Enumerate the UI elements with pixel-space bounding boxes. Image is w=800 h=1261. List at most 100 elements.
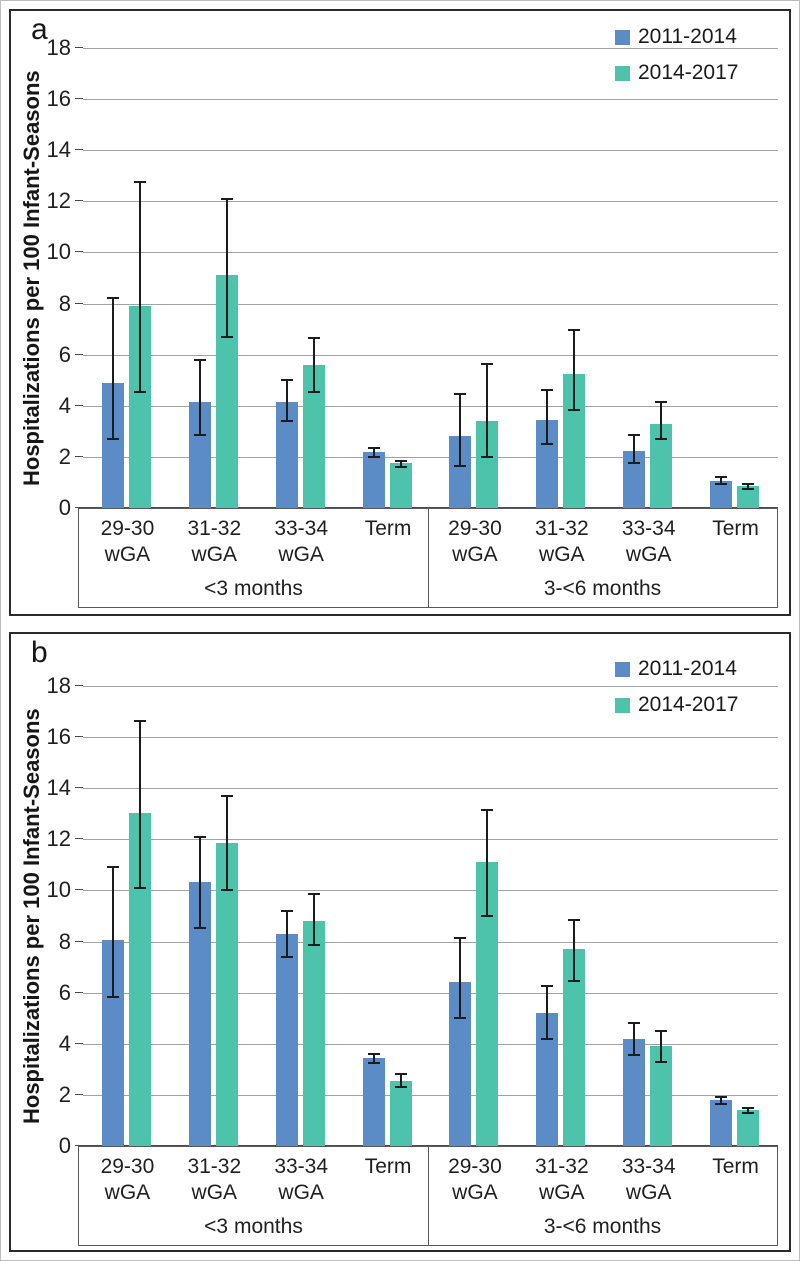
legend: 2011-2014 2014-2017 [615, 657, 738, 717]
bar-2011-2014-Term [710, 1100, 733, 1146]
error-bar-cap [193, 358, 206, 361]
y-tick [75, 1093, 83, 1095]
gridline [83, 405, 778, 407]
group-divider [428, 509, 429, 607]
error-bar [459, 937, 462, 1019]
legend-item-2014-2017: 2014-2017 [615, 61, 738, 85]
y-tick-label: 8 [58, 928, 71, 954]
error-bar-cap [541, 1037, 554, 1040]
category-label: Term [712, 517, 759, 540]
gridline [83, 354, 778, 356]
gridline [83, 890, 778, 892]
bar-2011-2014-Term [710, 481, 733, 508]
bar-2014-2017-31-32-wGA [563, 373, 586, 508]
category-label: Term [712, 1155, 759, 1178]
error-bar [546, 390, 549, 445]
error-bar-cap [568, 918, 581, 921]
plot-area [83, 48, 778, 509]
error-bar-cap [742, 487, 755, 490]
gridline [83, 150, 778, 152]
error-bar [312, 338, 315, 392]
gridline [83, 737, 778, 739]
error-bar-cap [568, 980, 581, 983]
bar-2014-2017-Term [737, 1110, 760, 1146]
category-label: 31-32 wGA [534, 1155, 589, 1204]
error-bar-cap [280, 909, 293, 912]
y-tick-label: 0 [58, 1133, 71, 1158]
error-bar-cap [280, 955, 293, 958]
gridline [83, 48, 778, 49]
gridline [83, 201, 778, 203]
category-label: 33-34 wGA [274, 517, 329, 566]
error-bar-cap [280, 420, 293, 423]
error-bar-cap [106, 995, 119, 998]
bar-2014-2017-33-34-wGA [302, 921, 325, 1146]
error-bar [372, 447, 375, 457]
bar-2011-2014-29-30-wGA [449, 436, 472, 508]
y-tick-label: 18 [46, 35, 71, 60]
panel-letter: a [31, 13, 48, 46]
gridline [83, 303, 778, 305]
bar-2011-2014-Term [362, 1057, 385, 1146]
error-bar-cap [307, 337, 320, 340]
error-bar-cap [742, 482, 755, 485]
category-label: Term [364, 1155, 412, 1178]
y-tick-label: 18 [46, 673, 71, 698]
error-bar-cap [541, 985, 554, 988]
error-bar-cap [307, 390, 320, 393]
gridline [83, 1094, 778, 1096]
y-tick [75, 787, 83, 789]
y-tick [75, 507, 83, 508]
y-tick [75, 940, 83, 942]
error-bar-cap [568, 329, 581, 332]
y-tick-label: 12 [46, 188, 71, 214]
error-bar-cap [133, 181, 146, 184]
error-bar [573, 919, 576, 982]
error-bar [399, 460, 402, 468]
y-tick [75, 736, 83, 738]
error-bar [312, 894, 315, 946]
error-bar [138, 720, 141, 888]
bar-2011-2014-29-30-wGA [101, 940, 124, 1146]
error-bar [459, 394, 462, 466]
error-bar-cap [220, 889, 233, 892]
y-tick-label: 6 [58, 979, 71, 1005]
error-bar-cap [454, 464, 467, 467]
error-bar [486, 809, 489, 916]
error-bar-cap [541, 443, 554, 446]
error-bar-cap [133, 719, 146, 722]
y-tick-label: 10 [46, 877, 71, 903]
bar-2014-2017-29-30-wGA [476, 421, 499, 508]
error-bar-cap [481, 455, 494, 458]
bar-2011-2014-33-34-wGA [275, 933, 298, 1146]
category-label: 29-30 wGA [100, 1155, 155, 1204]
error-bar-cap [133, 390, 146, 393]
legend-label: 2014-2017 [638, 61, 739, 84]
legend-swatch-teal [615, 697, 630, 713]
error-bar-cap [193, 926, 206, 929]
error-bar-cap [454, 393, 467, 396]
error-bar [138, 182, 141, 392]
gridline [83, 839, 778, 841]
bar-2014-2017-31-32-wGA [215, 843, 238, 1146]
bar-2014-2017-31-32-wGA [563, 949, 586, 1146]
error-bar-cap [106, 866, 119, 869]
bar-2014-2017-33-34-wGA [650, 423, 673, 508]
bar-2014-2017-Term [389, 1080, 412, 1146]
bar-2011-2014-33-34-wGA [275, 401, 298, 508]
error-bar-cap [367, 455, 380, 458]
y-tick-label: 6 [58, 341, 71, 367]
legend-swatch-blue [615, 661, 630, 677]
error-bar [747, 1107, 750, 1113]
y-tick-label: 10 [46, 239, 71, 265]
group-label: <3 months [204, 1215, 303, 1238]
group-label: 3-<6 months [543, 577, 662, 600]
error-bar-cap [655, 400, 668, 403]
bar-2014-2017-29-30-wGA [128, 812, 151, 1146]
error-bar-cap [220, 335, 233, 338]
legend-swatch-teal [615, 65, 630, 81]
y-tick [75, 200, 83, 202]
gridline [83, 252, 778, 254]
error-bar-cap [628, 434, 641, 437]
